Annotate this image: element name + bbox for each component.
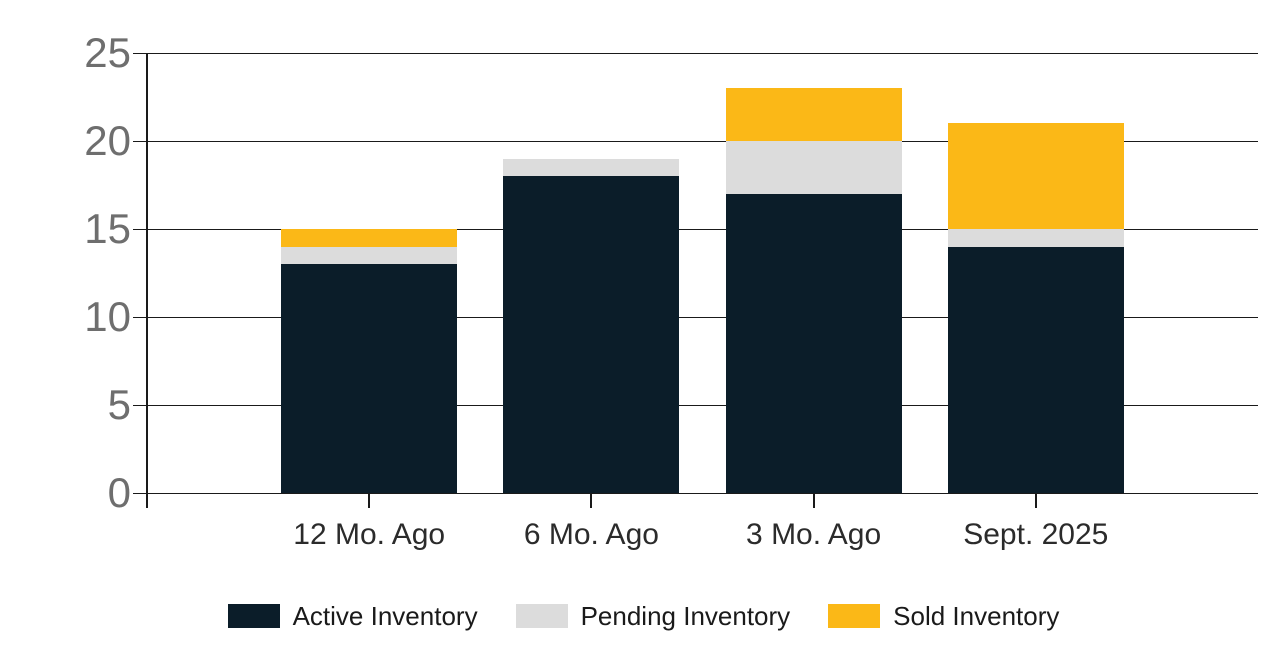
bar-segment-sept-2025-active-inventory — [947, 246, 1124, 493]
legend-item-pending-inventory: Pending Inventory — [515, 601, 791, 631]
x-axis-tick-sept-2025 — [1034, 493, 1037, 508]
y-axis-tick-label-0: 0 — [107, 469, 131, 516]
gridline-15 — [133, 228, 1258, 230]
y-axis-tick-label-15: 15 — [84, 205, 131, 252]
x-axis-label-3-mo-ago: 3 Mo. Ago — [746, 518, 882, 551]
x-axis-tick-6-mo-ago — [590, 493, 593, 508]
gridline-25 — [133, 52, 1258, 54]
bar-segment-sept-2025-pending-inventory — [947, 229, 1124, 247]
legend-label-sold-inventory: Sold Inventory — [893, 601, 1060, 631]
bar-segment-3-mo-ago-active-inventory — [725, 193, 902, 493]
legend-item-sold-inventory: Sold Inventory — [828, 601, 1059, 631]
legend-swatch-active-inventory — [227, 604, 280, 628]
x-axis-label-6-mo-ago: 6 Mo. Ago — [523, 518, 659, 551]
bar-segment-12-mo-ago-active-inventory — [281, 264, 458, 493]
gridline-5 — [133, 404, 1258, 406]
bar-segment-12-mo-ago-pending-inventory — [281, 246, 458, 265]
y-axis-tick-label-5: 5 — [107, 381, 131, 428]
y-axis-tick-label-20: 20 — [84, 117, 131, 164]
gridline-0 — [133, 492, 1258, 494]
x-axis-tick-12-mo-ago — [368, 493, 371, 508]
y-axis-tick-label-10: 10 — [84, 293, 131, 340]
legend-item-active-inventory: Active Inventory — [227, 601, 478, 631]
bar-segment-3-mo-ago-pending-inventory — [725, 141, 902, 194]
legend-swatch-sold-inventory — [828, 604, 881, 628]
bar-segment-6-mo-ago-active-inventory — [503, 176, 680, 493]
bar-segment-6-mo-ago-pending-inventory — [503, 158, 680, 177]
x-axis-label-sept-2025: Sept. 2025 — [963, 518, 1109, 551]
legend-swatch-pending-inventory — [515, 604, 568, 628]
y-axis-tick-label-25: 25 — [84, 29, 131, 76]
gridline-20 — [133, 140, 1258, 142]
y-axis-line — [146, 53, 148, 508]
x-axis-label-12-mo-ago: 12 Mo. Ago — [293, 518, 446, 551]
x-axis-tick-3-mo-ago — [812, 493, 815, 508]
chart-legend: Active Inventory Pending Inventory Sold In… — [0, 601, 1261, 631]
bar-segment-12-mo-ago-sold-inventory — [281, 229, 458, 247]
legend-label-active-inventory: Active Inventory — [292, 601, 478, 631]
bar-segment-3-mo-ago-sold-inventory — [725, 88, 902, 141]
gridline-10 — [133, 316, 1258, 318]
legend-label-pending-inventory: Pending Inventory — [580, 601, 791, 631]
bar-segment-sept-2025-sold-inventory — [947, 123, 1124, 229]
